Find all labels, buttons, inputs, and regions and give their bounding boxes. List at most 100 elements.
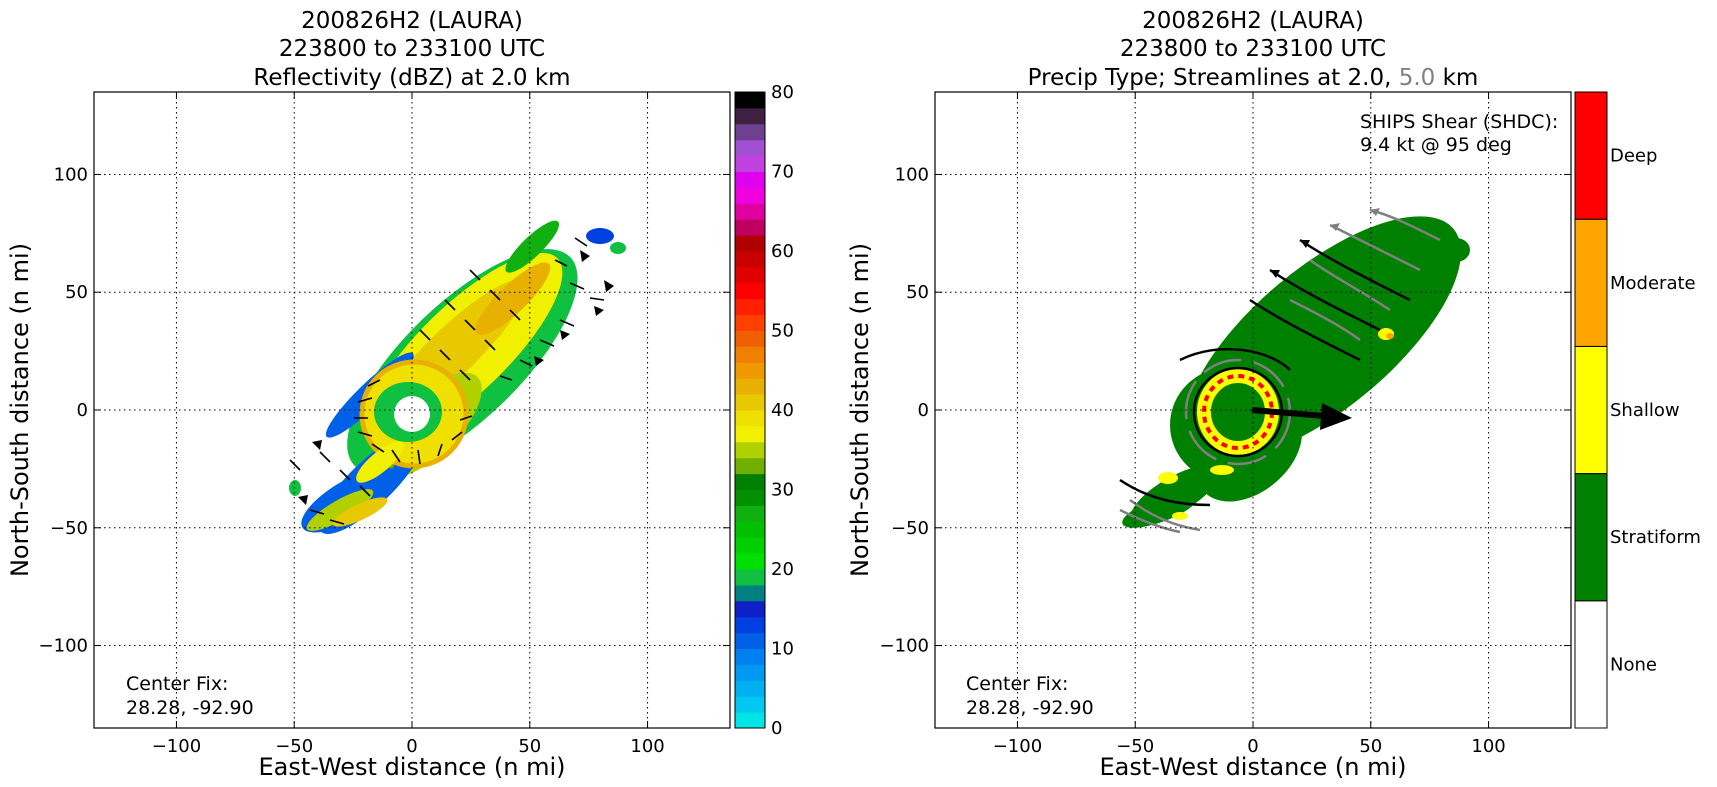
right-x-tick-label: 0 [1247,736,1258,757]
right-title-suffix: km [1435,65,1478,91]
colorbar-tick-label: 10 [771,639,794,660]
category-label: Deep [1610,146,1657,167]
wind-barb-flags [298,250,614,505]
colorbar-tick-label: 30 [771,480,794,501]
colorbar-swatch [735,394,765,411]
reflectivity-panel: 200826H2 (LAURA) 223800 to 233100 UTC Re… [6,8,794,781]
left-x-tick-label: 0 [406,736,417,757]
colorbar-swatch [735,712,765,729]
colorbar-swatch [735,235,765,252]
colorbar-tick-label: 80 [771,82,794,103]
colorbar-swatch [735,569,765,586]
colorbar-swatch [735,107,765,125]
shear-arrow [1251,403,1352,430]
left-title-line-1: 200826H2 (LAURA) [301,8,523,34]
reflectivity-field [289,220,626,534]
reflectivity-colorbar [735,92,765,729]
left-y-tick-label: 0 [77,400,88,421]
colorbar-swatch [735,330,765,347]
category-label: Moderate [1610,273,1696,294]
right-center-fix-value: 28.28, -92.90 [966,697,1094,719]
left-title-line-3: Reflectivity (dBZ) at 2.0 km [253,65,570,91]
colorbar-tick-label: 40 [771,400,794,421]
colorbar-tick-label: 0 [771,718,782,739]
left-grid [94,92,730,728]
right-center-fix-label: Center Fix: [966,673,1068,695]
colorbar-tick-label: 70 [771,162,794,183]
colorbar-swatch [735,425,765,443]
colorbar-swatch [735,139,765,157]
colorbar-swatch [735,664,765,681]
left-x-tick-label: −50 [275,736,313,757]
colorbar-swatch [735,457,765,475]
right-title-line-2: 223800 to 233100 UTC [1120,36,1386,62]
left-x-tick-label: 50 [518,736,541,757]
left-center-fix-label: Center Fix: [126,673,228,695]
left-ticks: −100 −50 0 50 100 −100 −50 0 50 100 [39,92,730,757]
streamline-arrowheads [1270,208,1380,278]
left-x-axis-label: East-West distance (n mi) [258,753,565,781]
right-x-tick-label: 100 [1471,736,1505,757]
precip-type-colorbar-frame [1574,91,1608,729]
colorbar-swatch [735,346,765,363]
colorbar-swatch [735,171,765,188]
colorbar-swatch [735,584,765,602]
colorbar-swatch [735,378,765,395]
colorbar-swatch [735,219,765,236]
colorbar-swatch [735,505,765,522]
colorbar-swatch [735,616,765,634]
right-title-gray-level: 5.0 [1399,65,1436,91]
right-y-tick-label: −50 [891,518,929,539]
precip-type-colorbar [1574,91,1608,729]
colorbar-swatch [735,203,765,220]
colorbar-swatch [735,314,765,331]
colorbar-swatch [735,553,765,570]
left-y-axis-label: North-South distance (n mi) [6,243,34,577]
colorbar-swatch [735,537,765,554]
reflectivity-colorbar-frame [734,91,766,729]
right-ticks: −100 −50 0 50 100 −100 −50 0 50 100 [880,92,1571,757]
right-y-tick-label: 50 [906,282,929,303]
left-x-tick-label: 100 [630,736,664,757]
colorbar-swatch [735,600,765,618]
colorbar-swatch [735,298,765,316]
category-swatch [1574,218,1608,347]
right-x-tick-label: −50 [1116,736,1154,757]
colorbar-swatch [735,441,765,459]
category-label: Shallow [1610,400,1680,421]
right-y-axis-label: North-South distance (n mi) [846,243,874,577]
left-y-tick-label: 50 [65,282,88,303]
category-swatch [1574,600,1608,729]
colorbar-tick-label: 50 [771,321,794,342]
right-x-axis-label: East-West distance (n mi) [1099,753,1406,781]
right-x-tick-label: −100 [993,736,1042,757]
category-swatch [1574,91,1608,220]
left-title-line-2: 223800 to 233100 UTC [279,36,545,62]
reflectivity-colorbar-labels: 0 10 20 30 40 50 60 70 80 [771,82,794,739]
category-swatch [1574,345,1608,475]
left-y-tick-label: −50 [50,518,88,539]
colorbar-swatch [735,123,765,141]
colorbar-swatch [735,680,765,697]
category-label: None [1610,654,1657,675]
right-y-tick-label: 0 [918,400,929,421]
colorbar-swatch [735,696,765,713]
precip-type-panel: 200826H2 (LAURA) 223800 to 233100 UTC Pr… [846,8,1701,781]
colorbar-swatch [735,410,765,427]
right-grid [935,92,1571,728]
shear-value: 9.4 kt @ 95 deg [1360,134,1512,156]
wind-barbs [289,237,605,525]
left-y-tick-label: −100 [39,636,88,657]
right-title-line-3: Precip Type; Streamlines at 2.0, 5.0 km [1028,65,1479,91]
right-y-tick-label: 100 [895,164,929,185]
colorbar-swatch [735,251,765,268]
colorbar-swatch [735,632,765,649]
colorbar-swatch [735,155,765,172]
left-x-tick-label: −100 [152,736,201,757]
precip-type-field [1119,208,1470,534]
colorbar-tick-label: 20 [771,559,794,580]
right-title-prefix: Precip Type; Streamlines at 2.0, [1028,65,1399,91]
right-x-tick-label: 50 [1359,736,1382,757]
colorbar-swatch [735,473,765,490]
